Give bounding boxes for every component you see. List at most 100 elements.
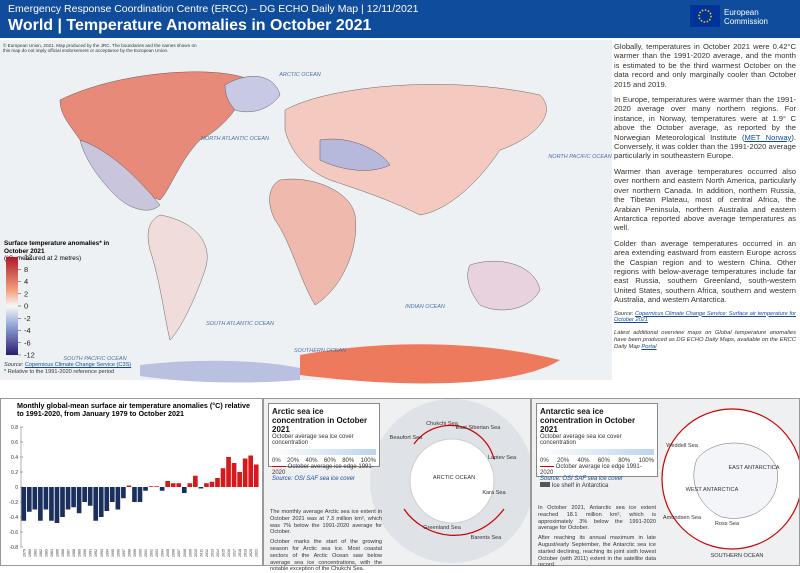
x-tick-label: 2002 [150,549,154,557]
legend-label: October average sea ice cover concentrat… [272,434,354,446]
sea-label: Amundsen Sea [663,515,702,521]
x-tick-label: 1993 [100,549,104,557]
paragraph: In Europe, temperatures were warmer than… [614,95,796,161]
bar [231,463,237,487]
scale-label: 60% [597,458,610,464]
header: Emergency Response Coordination Centre (… [0,0,800,38]
text: Source: [614,310,634,317]
scale-label: 80% [618,458,631,464]
header-line: Emergency Response Coordination Centre (… [8,3,419,15]
copyright: © European Union, 2021. Map produced by … [3,43,197,54]
paragraph: Colder than average temperatures occurre… [614,238,796,305]
colorbar-label: -12 [24,351,35,360]
scale-label: 20% [287,458,300,464]
y-tick-label: 0 [15,485,18,491]
text: ). Conversely, it was colder than the 19… [614,132,796,161]
paragraph: After reaching its annual maximum in lat… [538,535,656,569]
source: Source: Copernicus Climate Change Servic… [614,311,796,324]
bar [253,464,259,487]
legend-box: Antarctic sea ice concentration in Octob… [536,403,658,489]
x-tick-label: 2010 [194,549,198,557]
bar [87,487,93,506]
ocean-label: INDIAN OCEAN [405,304,445,310]
source-link[interactable]: Copernicus Climate Change Service (C3S) [24,362,132,368]
colorbar-label: -2 [24,314,31,323]
legend-box: Arctic sea ice concentration in October … [268,403,380,482]
paragraph: October marks the start of the growing s… [270,539,382,573]
bar [226,457,231,487]
bar [148,486,154,487]
bar [176,483,182,487]
x-tick-label: 1984 [50,549,54,557]
bar [54,487,60,523]
source: Source: OSI SAF sea ice cover [540,476,623,482]
ocean-label: SOUTH PACIFIC OCEAN [63,356,126,362]
text: The monthly average Arctic sea ice exten… [270,509,382,573]
scale: 0% 20% 40% 60% 80% 100% [272,458,376,464]
x-tick-label: 1982 [39,549,43,557]
y-tick-label: -0.8 [9,545,18,551]
source: Source: OSI SAF sea ice cover [272,476,355,482]
colorbar-label: 4 [24,277,28,286]
x-tick-label: 2013 [210,549,214,557]
bar [181,487,187,493]
bar [76,487,82,514]
bar [26,487,32,512]
scale-label: 100% [638,458,654,464]
y-tick-label: 0.6 [11,440,18,446]
bar [49,487,54,521]
ocean-label: SOUTH ATLANTIC OCEAN [206,321,274,327]
scale-label: 20% [557,458,570,464]
antarctic-map: Weddell Sea EAST ANTARCTICA WEST ANTARCTIC… [661,408,799,559]
colorbar-label: 0 [24,302,28,311]
ocean-label: ARCTIC OCEAN [278,72,321,78]
ocean-label: SOUTHERN OCEAN [294,348,346,354]
x-tick-label: 2004 [161,549,165,557]
bar [43,487,49,510]
bar [60,487,65,517]
x-tick-label: 2009 [188,549,192,557]
sea-label: EAST ANTARCTICA [728,465,779,471]
text: Latest additional overview maps on Globa… [614,329,796,350]
sea-label: ARCTIC OCEAN [433,475,475,481]
x-tick-label: 2006 [172,549,176,557]
bar [137,487,143,502]
link[interactable]: Copernicus Climate Change Service: Surfa… [614,310,796,324]
link[interactable]: Portal [641,343,657,350]
bar [71,487,76,508]
x-tick-label: 2021 [255,549,259,557]
sea-label: Weddell Sea [666,443,699,449]
panel-title: Antarctic sea ice concentration in Octob… [540,407,636,434]
x-tick-label: 1979 [22,549,26,557]
link[interactable]: MET Norway [744,132,792,142]
paragraph: The monthly average Arctic sea ice exten… [270,509,382,536]
x-tick-label: 2000 [139,549,143,557]
legend-subtitle: (°C, measured at 2 metres) [4,255,82,262]
colorbar-label: 12 [24,254,32,262]
text: In Europe, temperatures were warmer than… [614,95,796,142]
x-tick-label: 2001 [144,549,148,557]
bar [82,487,87,502]
sea-label: Kara Sea [482,490,506,496]
x-tick-label: 2018 [238,549,242,557]
scale-label: 40% [577,458,590,464]
text: In October 2021, Antarctic sea ice exten… [538,505,656,569]
scale-label: 80% [342,458,355,464]
x-tick-label: 2011 [199,549,203,557]
scale: 0% 20% 40% 60% 80% 100% [540,458,654,464]
sea-label: Barents Sea [471,535,503,541]
bar [65,487,71,510]
bar [104,487,110,511]
scale-bar [272,449,376,455]
x-tick-label: 1983 [44,549,48,557]
paragraph: Globally, temperatures in October 2021 w… [614,42,796,89]
bar [93,487,99,521]
bar [32,487,38,510]
x-tick-label: 2019 [244,549,248,557]
note: * Relative to the 1991-2020 reference pe… [4,369,115,375]
x-tick-label: 1995 [111,549,115,557]
ocean-label: NORTH ATLANTIC OCEAN [201,136,269,142]
eu-flag [690,5,720,27]
